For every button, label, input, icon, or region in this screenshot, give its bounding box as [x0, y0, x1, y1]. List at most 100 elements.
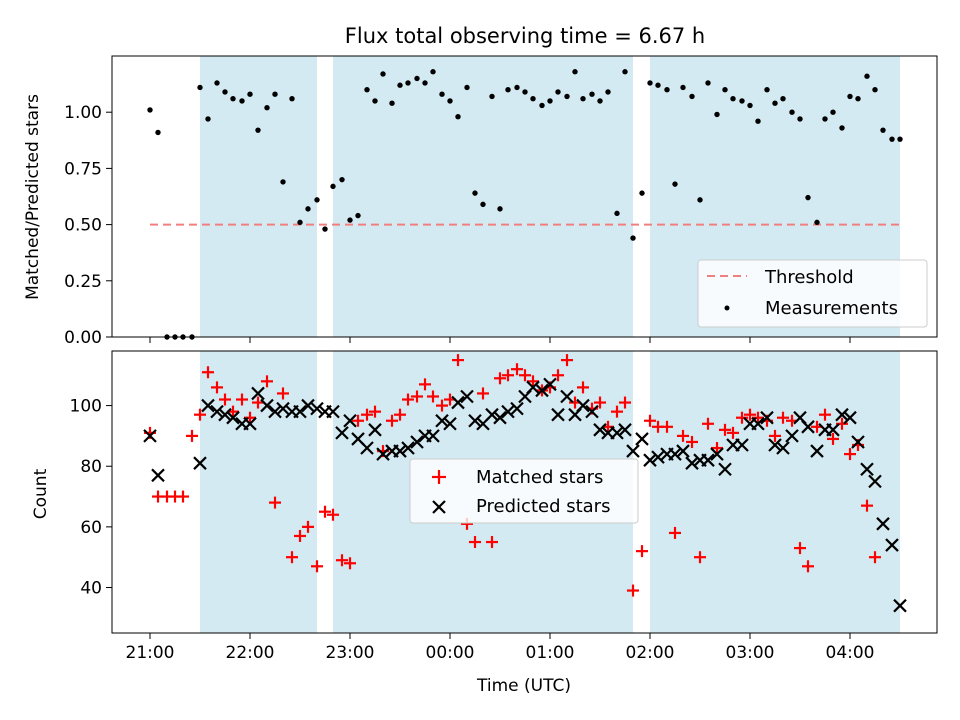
measurement-point: [705, 80, 711, 86]
legend-predicted-swatch: [432, 500, 446, 514]
top-y-axis: 0.00 0.25 0.50 0.75 1.00: [64, 103, 112, 348]
predicted-marker-b: [301, 398, 315, 413]
predicted-star-marker: [868, 474, 882, 489]
matched-star-marker: [711, 442, 723, 455]
matched-star-marker: [469, 536, 481, 549]
predicted-star-marker: [851, 435, 865, 449]
measurement-point: [264, 105, 270, 111]
predicted-marker-b: [201, 398, 215, 413]
matched-star-marker: [394, 408, 406, 421]
bottom-y-axis: 40 60 80 100: [70, 397, 112, 599]
legend-measurements-label: Measurements: [765, 298, 898, 319]
legend-matched-label: Matched stars: [476, 467, 603, 488]
predicted-marker-b: [276, 401, 290, 416]
bottom-y-tick-label: 100: [70, 397, 102, 417]
matched-star-marker: [619, 396, 631, 409]
measurement-point: [522, 89, 528, 95]
top-band-1: [333, 56, 633, 337]
matched-star-marker: [269, 496, 281, 509]
measurement-point: [455, 113, 461, 120]
measurement-point: [389, 100, 395, 106]
top-measurement-points: [147, 69, 903, 340]
predicted-star-marker: [618, 423, 632, 437]
predicted-marker-b: [801, 420, 815, 434]
matched-star-marker: [661, 420, 673, 433]
matched-star-marker: [452, 354, 464, 367]
predicted-marker-b: [626, 444, 640, 458]
predicted-marker-b: [676, 444, 690, 458]
predicted-marker-b: [143, 429, 157, 443]
predicted-star-marker: [876, 517, 890, 531]
predicted-marker-b: [718, 462, 732, 477]
predicted-marker-b: [593, 423, 607, 437]
predicted-star-marker: [785, 429, 799, 443]
matched-star-marker: [286, 551, 298, 564]
predicted-marker-b: [760, 410, 774, 425]
bottom-band-2: [650, 351, 900, 633]
predicted-star-marker: [860, 462, 874, 477]
predicted-star-marker: [576, 398, 590, 413]
predicted-marker-b: [635, 432, 649, 446]
measurement-point: [730, 96, 736, 102]
predicted-marker-b: [560, 389, 574, 404]
matched-star-marker: [319, 505, 331, 518]
predicted-marker-b: [768, 438, 782, 452]
measurement-point: [372, 98, 378, 104]
bottom-x-tick-label: 21:00: [126, 643, 175, 663]
bottom-x-tick-label: 03:00: [726, 643, 775, 663]
predicted-marker-b: [776, 441, 790, 455]
predicted-marker-b: [576, 398, 590, 413]
top-x-ticks: [149, 337, 851, 343]
predicted-marker-b: [810, 444, 824, 458]
predicted-marker-b: [885, 538, 899, 552]
predicted-star-marker: [451, 395, 465, 410]
measurement-point: [714, 111, 720, 118]
measurement-point: [580, 96, 586, 102]
predicted-marker-b: [510, 401, 524, 416]
measurement-point: [205, 116, 211, 122]
predicted-marker-b: [485, 407, 499, 422]
matched-star-marker: [352, 414, 364, 427]
bottom-panel: 40 60 80 100 21:00 22:00 23:00 00:00 01:00 02:00…: [31, 350, 938, 696]
predicted-star-marker: [643, 453, 657, 467]
legend-measurements-swatch: [724, 305, 730, 311]
predicted-marker-b: [151, 468, 165, 483]
predicted-marker-b: [860, 462, 874, 477]
predicted-marker-b: [735, 438, 749, 452]
predicted-star-marker: [626, 444, 640, 458]
matched-star-marker: [344, 557, 356, 570]
measurement-point: [480, 201, 486, 208]
matched-star-marker: [436, 399, 448, 412]
predicted-star-marker: [635, 432, 649, 446]
measurement-point: [147, 107, 153, 113]
measurement-point: [447, 98, 453, 104]
measurement-point: [497, 206, 503, 212]
matched-star-marker: [186, 429, 198, 442]
measurement-point: [397, 82, 403, 88]
predicted-star-marker: [843, 410, 857, 425]
measurement-point: [197, 84, 203, 91]
measurement-point: [680, 84, 686, 91]
measurement-point: [364, 87, 370, 93]
legend-matched-swatch: [432, 470, 446, 484]
measurement-point: [747, 102, 753, 109]
predicted-star-marker: [143, 429, 157, 443]
predicted-star-marker: [435, 413, 449, 428]
predicted-star-marker: [251, 386, 265, 401]
measurement-point: [514, 84, 520, 91]
predicted-marker-b: [310, 401, 324, 416]
measurement-point: [839, 125, 845, 131]
matched-star-marker: [561, 354, 573, 367]
matched-star-marker: [177, 490, 189, 503]
matched-star-marker: [702, 417, 714, 430]
predicted-marker-b: [326, 404, 340, 419]
measurement-point: [564, 93, 570, 100]
measurement-point: [155, 129, 161, 136]
measurement-point: [630, 235, 636, 241]
predicted-marker-b: [610, 426, 624, 440]
measurement-point: [572, 69, 578, 75]
measurement-point: [472, 190, 478, 196]
matched-star-marker: [302, 520, 314, 533]
matched-star-marker: [219, 393, 231, 406]
predicted-marker-b: [651, 450, 665, 464]
